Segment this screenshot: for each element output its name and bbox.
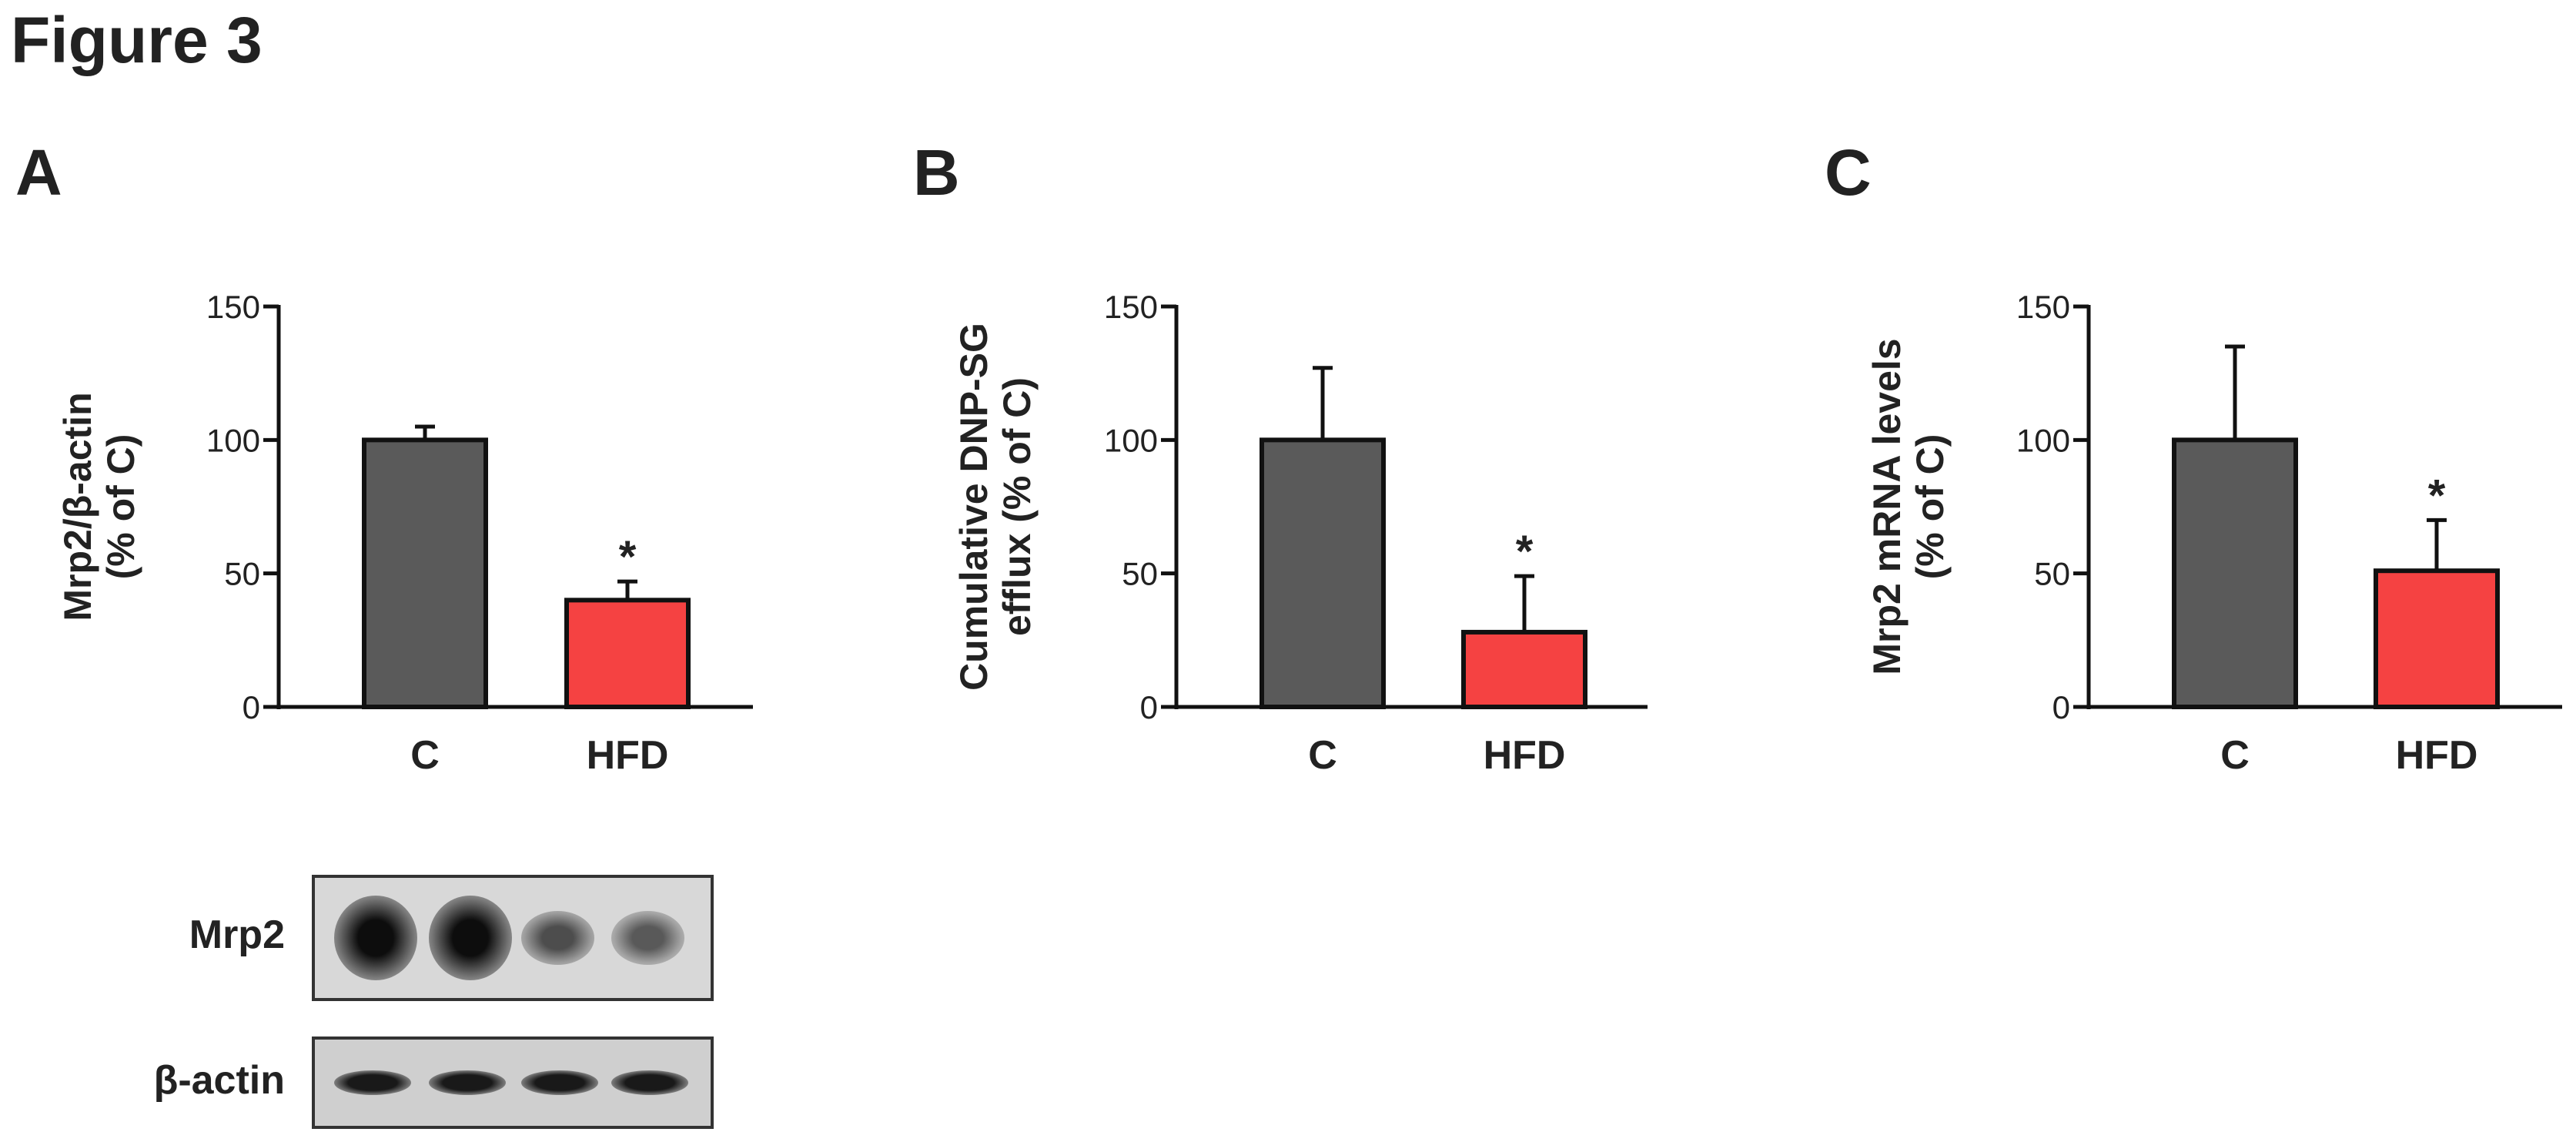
blot-band — [611, 1070, 688, 1095]
blot-image-mrp2 — [312, 875, 714, 1001]
bar-hfd — [2374, 568, 2500, 710]
blot-band — [334, 896, 417, 980]
blot-band — [429, 1070, 506, 1095]
y-tick-label: 50 — [2034, 556, 2070, 592]
x-tick-label: C — [1308, 733, 1337, 778]
significance-marker: * — [619, 532, 637, 582]
bar-c — [2172, 437, 2298, 709]
figure-title: Figure 3 — [11, 4, 263, 76]
y-axis-label: Cumulative DNP-SG efflux (% of C) — [952, 323, 1039, 691]
y-axis-label-line: Cumulative DNP-SG — [952, 323, 995, 691]
blot-image-beta-actin — [312, 1037, 714, 1129]
x-tick-label: C — [410, 733, 440, 778]
y-tick-label: 100 — [1104, 422, 1158, 458]
y-tick-label: 0 — [1140, 689, 1158, 725]
blot-label-mrp2: Mrp2 — [189, 913, 285, 957]
y-axis-label-line: Mrp2/β-actin — [56, 392, 99, 621]
panel-letter-c: C — [1825, 136, 1872, 209]
y-tick-label: 150 — [1104, 289, 1158, 325]
significance-marker: * — [1516, 527, 1534, 577]
y-tick-label: 100 — [206, 422, 260, 458]
x-tick-label: HFD — [587, 733, 669, 778]
y-axis-label-line: (% of C) — [99, 434, 142, 580]
x-tick-label: HFD — [2396, 733, 2478, 778]
y-axis-label-line: Mrp2 mRNA levels — [1865, 338, 1909, 675]
y-tick-label: 0 — [243, 689, 260, 725]
blot-band — [429, 896, 512, 980]
panel-letter-a: A — [15, 136, 62, 209]
blot-band — [611, 911, 684, 965]
blot-band — [521, 1070, 598, 1095]
blot-band — [521, 911, 594, 965]
y-tick-label: 50 — [224, 556, 260, 592]
significance-marker: * — [2428, 471, 2446, 521]
blot-label-beta-actin: β-actin — [153, 1058, 285, 1103]
bar-hfd — [1461, 629, 1587, 710]
bar-hfd — [564, 598, 691, 709]
y-axis-label: Mrp2/β-actin (% of C) — [56, 392, 142, 621]
y-tick-label: 0 — [2052, 689, 2070, 725]
y-axis-label-line: efflux (% of C) — [995, 377, 1039, 636]
y-axis-label-line: (% of C) — [1909, 434, 1952, 580]
y-tick-label: 50 — [1122, 556, 1158, 592]
blot-band — [334, 1070, 411, 1095]
panel-letter-b: B — [913, 136, 960, 209]
x-tick-label: C — [2220, 733, 2250, 778]
y-tick-label: 100 — [2016, 422, 2070, 458]
bar-c — [1260, 437, 1386, 709]
y-tick-label: 150 — [2016, 289, 2070, 325]
y-tick-label: 150 — [206, 289, 260, 325]
y-axis-label: Mrp2 mRNA levels (% of C) — [1865, 338, 1952, 675]
x-tick-label: HFD — [1484, 733, 1566, 778]
